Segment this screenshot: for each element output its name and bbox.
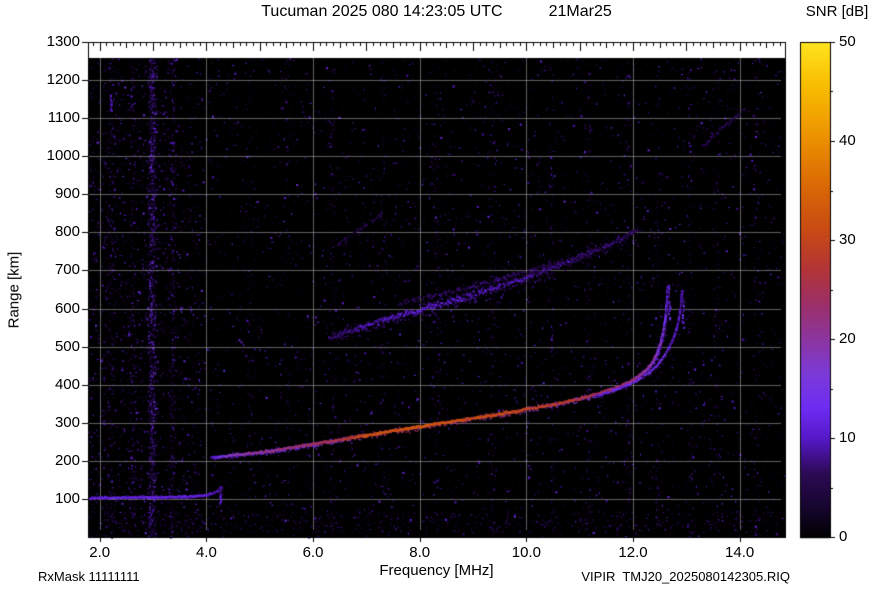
rxmask-label: RxMask 11111111 (38, 569, 140, 584)
plot-title-date: 21Mar25 (548, 3, 612, 20)
plot-title-text: Tucuman 2025 080 14:23:05 UTC (261, 3, 503, 20)
y-axis-title: Range [km] (5, 251, 23, 329)
colorbar-label: SNR [dB] (805, 3, 869, 20)
plot-title: Tucuman 2025 080 14:23:05 UTC 21Mar25 (88, 3, 785, 21)
instrument-file-label: VIPIR TMJ20_2025080142305.RIQ (581, 569, 790, 584)
x-axis-title: Frequency [MHz] (379, 562, 494, 579)
